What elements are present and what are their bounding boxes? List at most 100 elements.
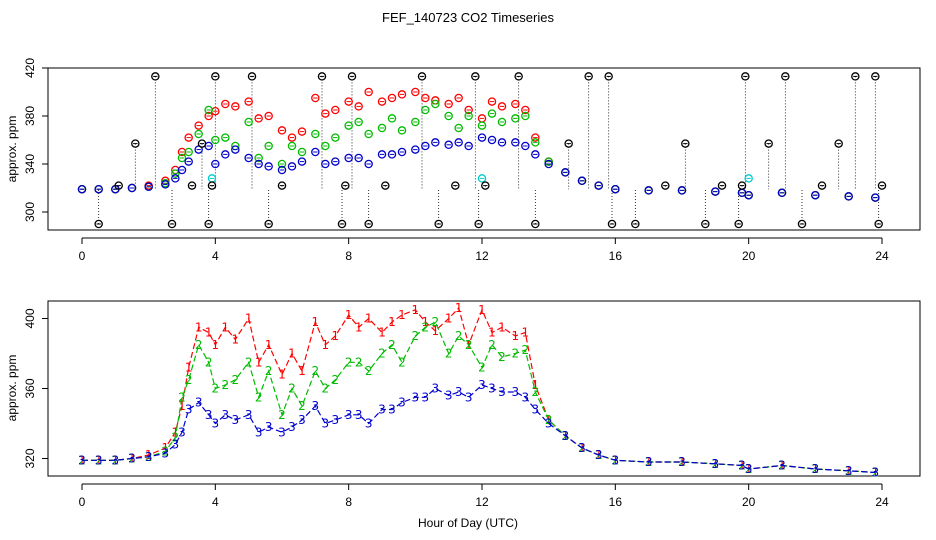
point-ch2	[387, 114, 397, 123]
point-spikes	[277, 181, 287, 190]
bottom-x-tick-label: 0	[79, 495, 86, 509]
series-3-marker: 3	[488, 382, 496, 396]
series-2-marker: 2	[522, 343, 530, 357]
point-ch2	[264, 141, 273, 151]
top-panel-frame	[47, 67, 921, 231]
point-spikes	[514, 72, 523, 81]
series-2-marker: 2	[172, 431, 180, 445]
series-2-marker: 2	[872, 466, 880, 480]
series-1-marker: 1	[178, 399, 186, 413]
series-2-marker: 2	[332, 373, 340, 387]
point-ch3	[521, 141, 530, 151]
series-3-marker: 3	[845, 464, 853, 478]
top-panel: 0 4 8 12 16 20 24 300 340 380 420	[23, 58, 889, 263]
point-ch3	[411, 145, 420, 154]
point-ch3	[487, 135, 497, 145]
series-2-marker: 2	[512, 347, 520, 361]
point-ch1	[521, 105, 530, 115]
point-ch3	[594, 181, 603, 190]
point-ch3	[871, 193, 880, 202]
series-3-marker: 3	[312, 399, 320, 413]
series-1-marker: 1	[378, 326, 386, 340]
point-spikes	[584, 72, 593, 81]
series-3-marker: 3	[872, 466, 880, 480]
point-ch1	[487, 97, 497, 106]
point-ch3	[477, 133, 487, 142]
series-3-marker: 3	[522, 390, 530, 404]
top-x-tick-label: 12	[475, 249, 489, 263]
point-ch3	[561, 168, 570, 177]
point-ch1	[454, 93, 463, 103]
point-ch1	[397, 90, 407, 99]
series-3-marker: 3	[95, 453, 103, 467]
point-spikes	[471, 72, 480, 81]
series-2-marker: 2	[222, 378, 230, 392]
point-spikes	[877, 181, 887, 190]
point-ch3	[421, 141, 430, 151]
series-1-marker: 1	[95, 453, 103, 467]
series-3-marker: 3	[595, 448, 603, 462]
series-3-marker: 3	[465, 390, 473, 404]
point-spikes	[781, 72, 790, 81]
point-spikes	[211, 72, 220, 81]
series-2-marker: 2	[95, 453, 103, 467]
point-spikes	[631, 219, 640, 229]
point-ch1	[497, 102, 507, 111]
point-spikes	[604, 72, 613, 81]
point-ch2	[331, 133, 340, 142]
point-ch3	[844, 192, 853, 201]
point-ch3	[364, 159, 373, 169]
series-2-marker: 2	[288, 382, 296, 396]
point-ch3	[777, 188, 787, 198]
point-ch3	[331, 157, 340, 166]
point-ch2	[354, 117, 363, 127]
point-spikes	[131, 139, 140, 148]
series-1-marker: 1	[288, 347, 296, 361]
series-3-marker: 3	[378, 403, 386, 417]
series-1-marker: 1	[255, 355, 263, 369]
point-ch2	[194, 129, 203, 139]
series-2-marker: 2	[255, 390, 263, 404]
point-spikes	[347, 72, 357, 81]
point-ch2	[171, 169, 180, 178]
point-ref	[207, 174, 217, 183]
point-ch1	[531, 133, 540, 142]
point-ch3	[711, 187, 720, 196]
top-x-tick-label: 24	[875, 249, 889, 263]
series-1-marker: 1	[872, 466, 880, 480]
series-3-marker: 3	[432, 382, 440, 396]
point-ch3	[171, 174, 180, 183]
series-3-marker: 3	[412, 390, 420, 404]
point-ch2	[221, 133, 230, 142]
point-ch2	[204, 105, 213, 115]
point-ch2	[321, 141, 330, 151]
series-2-marker: 2	[455, 329, 463, 343]
series-3-marker: 3	[545, 417, 553, 431]
point-ch1	[277, 126, 287, 135]
point-ch2	[544, 157, 553, 166]
point-ch3	[454, 138, 463, 147]
series-2-marker: 2	[365, 364, 373, 378]
series-3-marker: 3	[178, 425, 186, 439]
series-3-marker: 3	[578, 441, 586, 455]
series-3-marker: 3	[812, 462, 820, 476]
series-1-marker: 1	[322, 338, 330, 352]
point-ch2	[297, 147, 307, 157]
x-axis-label: Hour of Day (UTC)	[418, 516, 518, 530]
point-ch3	[297, 157, 307, 166]
series-1-marker: 1	[412, 303, 420, 317]
point-ch3	[144, 182, 153, 192]
series-3-marker: 3	[345, 408, 353, 422]
top-x-tick-label: 4	[212, 249, 219, 263]
point-ch1	[331, 105, 340, 115]
series-1-marker: 1	[162, 441, 170, 455]
bottom-y-tick-label: 360	[23, 378, 37, 398]
point-spikes	[434, 219, 443, 229]
point-ch3	[611, 184, 620, 194]
series-1-marker: 1	[232, 333, 240, 347]
point-spikes	[661, 181, 670, 190]
point-spikes	[871, 72, 880, 81]
series-2-marker: 2	[232, 373, 240, 387]
point-ch3	[544, 159, 553, 169]
